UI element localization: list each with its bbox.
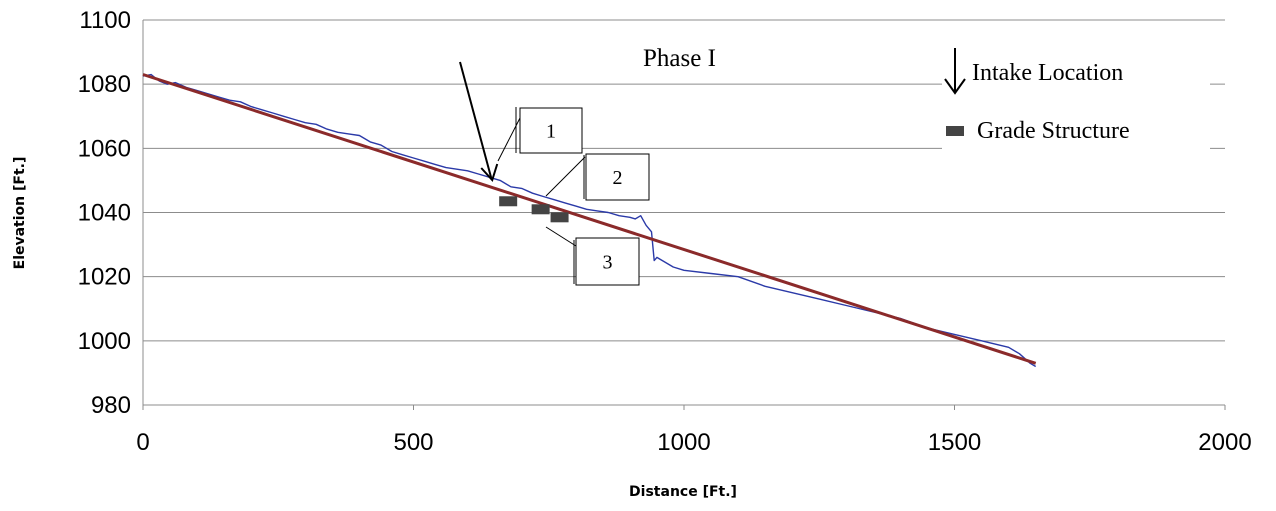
profile-line xyxy=(142,73,1037,368)
y-tick-label: 1040 xyxy=(78,200,131,227)
grade-structure-marker xyxy=(531,204,550,215)
grade-structure-marker xyxy=(550,212,569,223)
grade-structure-marker xyxy=(499,196,518,207)
y-tick-label: 1080 xyxy=(78,71,131,98)
phase-label: Phase I xyxy=(643,45,716,72)
x-tick-label: 2000 xyxy=(1198,429,1251,456)
legend-label-intake: Intake Location xyxy=(972,60,1123,86)
x-tick-label: 1000 xyxy=(657,429,710,456)
legend-label-grade: Grade Structure xyxy=(977,118,1130,144)
callout-leader xyxy=(545,156,586,197)
intake-arrow xyxy=(459,61,493,179)
callout-label: 3 xyxy=(603,252,613,274)
callout-box xyxy=(519,107,583,154)
y-tick-label: 1020 xyxy=(78,264,131,291)
callout-leader xyxy=(497,117,521,162)
x-axis-title: Distance [Ft.] xyxy=(629,484,737,500)
grade-structure-markers xyxy=(499,196,569,223)
callout-leader xyxy=(545,226,577,247)
y-tick-labels: 980 1000 1020 1040 1060 1080 1100 xyxy=(78,7,131,419)
legend-box xyxy=(942,42,1210,154)
y-tick-label: 1060 xyxy=(78,135,131,162)
trend-line xyxy=(142,73,1037,365)
y-axis-title: Elevation [Ft.] xyxy=(12,157,28,270)
callout-box xyxy=(585,153,650,201)
callout-label: 1 xyxy=(546,121,556,143)
x-tick-labels: 0 500 1000 1500 2000 xyxy=(136,429,1251,456)
y-tick-label: 1100 xyxy=(79,7,131,34)
gridlines xyxy=(143,19,1225,406)
series-group xyxy=(142,73,1037,368)
axes xyxy=(142,20,1226,410)
callouts: 1 2 3 xyxy=(459,61,650,286)
x-tick-label: 500 xyxy=(393,429,433,456)
x-tick-label: 0 xyxy=(136,429,149,456)
callout-label: 2 xyxy=(613,167,623,189)
y-tick-label: 980 xyxy=(91,392,131,419)
callout-box xyxy=(575,237,640,286)
x-tick-label: 1500 xyxy=(928,429,981,456)
y-tick-label: 1000 xyxy=(78,328,131,355)
down-arrow-icon xyxy=(944,48,966,95)
intake-arrowhead xyxy=(480,163,499,182)
square-marker-icon xyxy=(946,126,964,136)
